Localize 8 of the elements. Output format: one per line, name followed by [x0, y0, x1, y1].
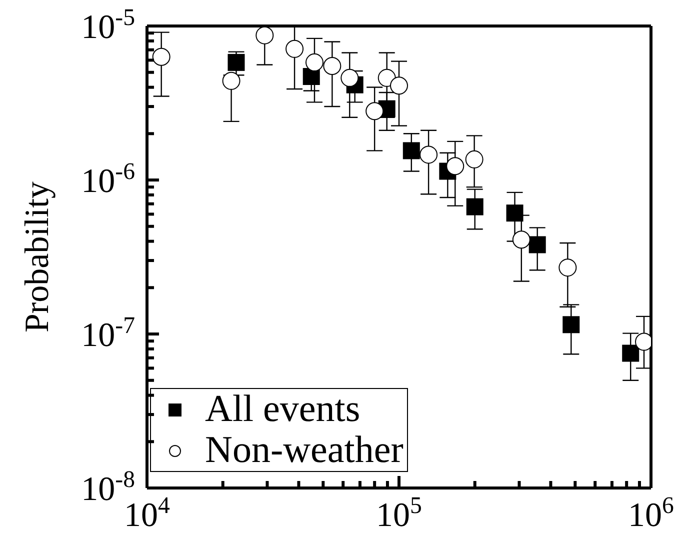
x-tick-label: 10$^{6}$ — [628, 493, 674, 534]
legend-label: Non-weather — [205, 429, 404, 471]
y-tick-label: 10$^{-6}$ — [81, 159, 136, 200]
y-tick-label: 10$^{-7}$ — [81, 313, 136, 354]
x-tick-label: 10$^{5}$ — [376, 493, 422, 534]
y-tick-label: 10$^{-5}$ — [81, 5, 135, 46]
legend-label: All events — [205, 388, 360, 430]
y-axis-title: Probability — [19, 181, 56, 333]
